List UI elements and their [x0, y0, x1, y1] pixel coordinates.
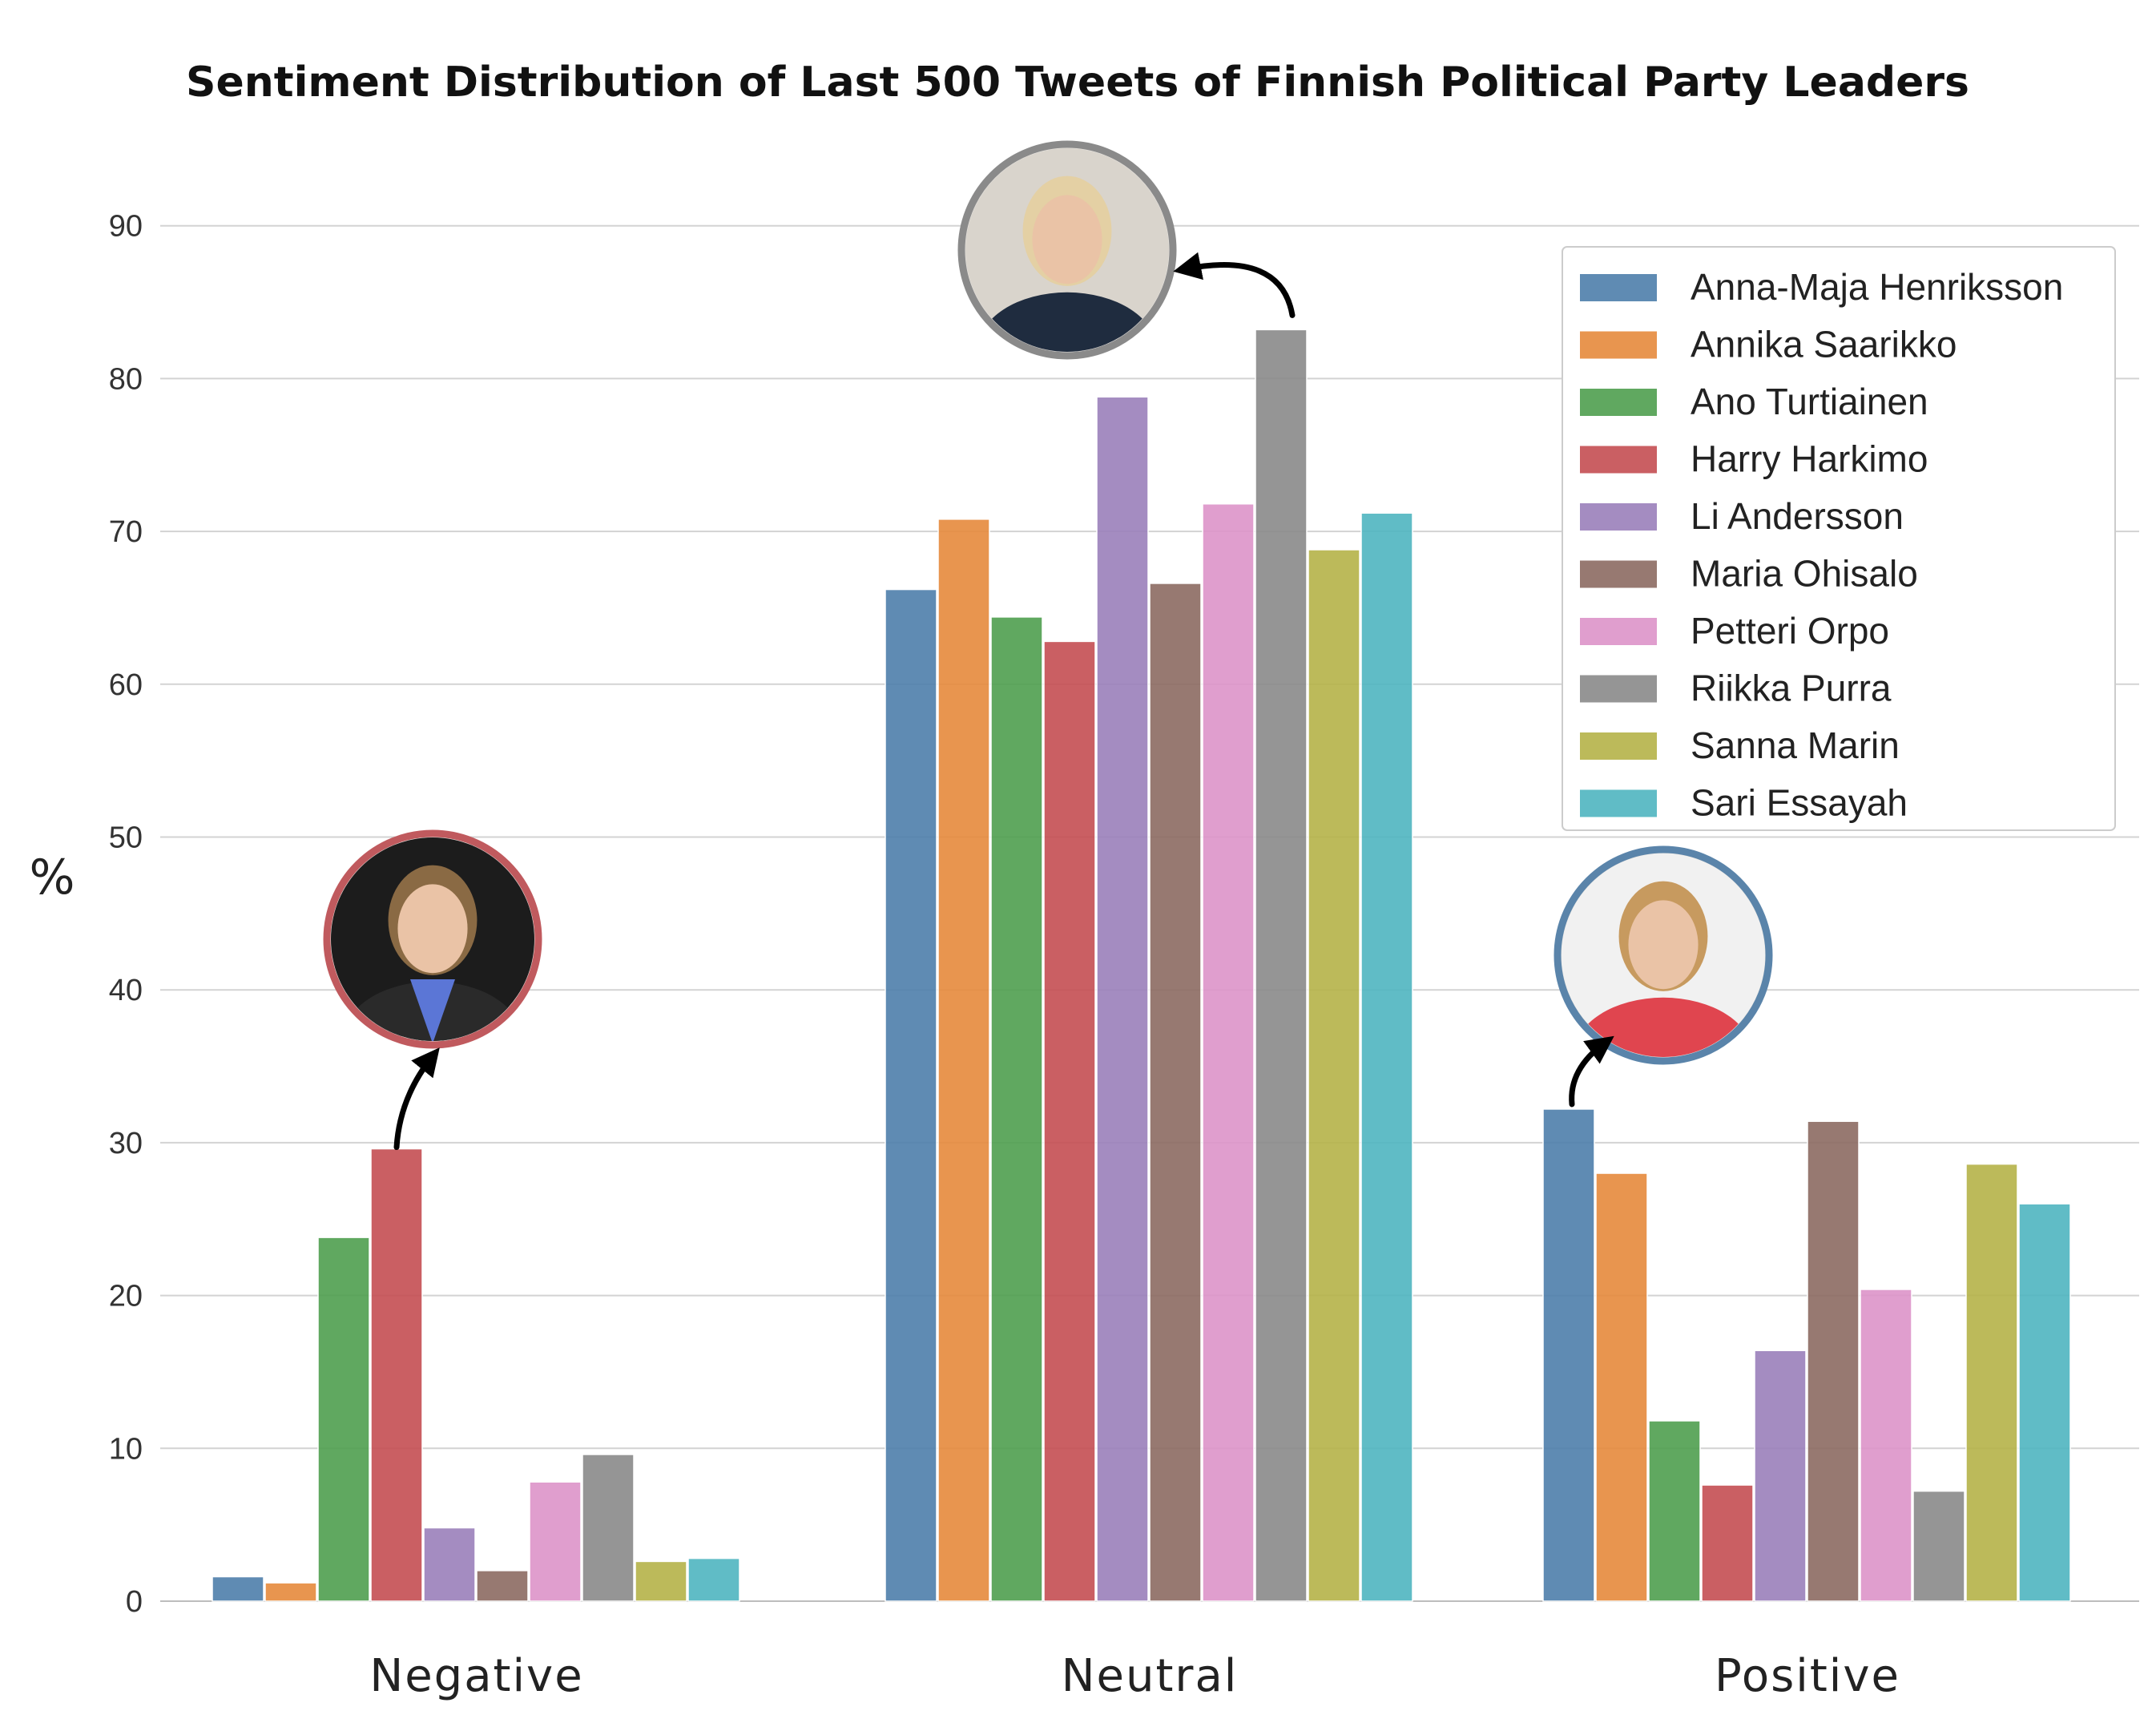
- legend-swatch: [1580, 446, 1657, 474]
- y-tick-label: 30: [109, 1127, 143, 1160]
- bar-neutral-6: [1149, 583, 1202, 1602]
- bar-negative-3: [317, 1237, 370, 1602]
- legend: Anna-Maja Henriksson Annika Saarikko Ano T…: [1562, 246, 2116, 831]
- legend-entry-label: Petteri Orpo: [1691, 610, 1889, 652]
- bars: [212, 329, 2071, 1602]
- legend-entry-label: Harry Harkimo: [1691, 438, 1928, 480]
- legend-swatch: [1580, 618, 1657, 645]
- legend-swatch: [1580, 503, 1657, 531]
- legend-swatch: [1580, 675, 1657, 703]
- legend-swatch: [1580, 331, 1657, 359]
- y-axis-label: %: [29, 849, 75, 906]
- bar-neutral-3: [990, 616, 1043, 1602]
- bar-positive-1: [1542, 1108, 1595, 1602]
- bar-neutral-5: [1096, 396, 1149, 1602]
- legend-entry-label: Annika Saarikko: [1691, 324, 1957, 365]
- bar-negative-5: [423, 1527, 476, 1602]
- person-photo-harry-harkimo: [323, 829, 542, 1049]
- y-tick-label: 50: [109, 821, 143, 855]
- bar-positive-10: [2018, 1203, 2071, 1602]
- annotation-arrow: [1173, 252, 1296, 318]
- legend-swatch: [1580, 560, 1657, 588]
- bar-negative-6: [476, 1570, 529, 1602]
- legend-frame: [1562, 246, 2116, 831]
- y-tick-label: 40: [109, 974, 143, 1007]
- x-tick-label-positive: Positive: [1715, 1650, 1900, 1702]
- bar-negative-8: [582, 1454, 635, 1602]
- legend-entry-label: Sari Essayah: [1691, 782, 1908, 824]
- bar-neutral-4: [1043, 640, 1096, 1602]
- legend-swatch: [1580, 274, 1657, 301]
- legend-entry-label: Maria Ohisalo: [1691, 553, 1918, 595]
- x-tick-label-negative: Negative: [369, 1650, 583, 1702]
- bar-neutral-1: [885, 588, 937, 1602]
- bar-negative-9: [635, 1560, 687, 1602]
- bar-neutral-8: [1255, 329, 1308, 1602]
- y-tick-label: 60: [109, 668, 143, 702]
- y-axis-ticks: 0 10 20 30 40 50 60 70 80 90: [109, 210, 143, 1619]
- y-tick-label: 80: [109, 362, 143, 396]
- legend-entry-label: Riikka Purra: [1691, 668, 1892, 709]
- y-tick-label: 90: [109, 210, 143, 244]
- bar-positive-8: [1912, 1490, 1965, 1602]
- bar-negative-4: [370, 1148, 423, 1602]
- chart-title: Sentiment Distribution of Last 500 Tweet…: [186, 59, 1969, 107]
- bar-positive-4: [1701, 1484, 1754, 1602]
- annotation-arrow: [1569, 1035, 1614, 1108]
- y-tick-label: 70: [109, 515, 143, 549]
- legend-entry-label: Sanna Marin: [1691, 724, 1900, 766]
- person-photo-riikka-purra: [957, 140, 1177, 360]
- legend-entry-label: Li Andersson: [1691, 495, 1904, 537]
- bar-positive-5: [1754, 1350, 1807, 1602]
- legend-swatch: [1580, 732, 1657, 760]
- legend-entry-label: Anna-Maja Henriksson: [1691, 266, 2063, 308]
- bar-neutral-9: [1308, 549, 1360, 1602]
- bar-neutral-2: [937, 518, 990, 1602]
- y-tick-label: 20: [109, 1280, 143, 1313]
- legend-entry-label: Ano Turtiainen: [1691, 381, 1928, 422]
- bar-negative-1: [212, 1576, 264, 1602]
- bar-positive-7: [1860, 1289, 1912, 1602]
- bar-positive-2: [1595, 1172, 1648, 1602]
- person-photo-anna-maja-henriksson: [1554, 845, 1773, 1065]
- bar-positive-9: [1965, 1163, 2018, 1602]
- bar-negative-2: [264, 1582, 317, 1602]
- y-tick-label: 0: [126, 1585, 143, 1619]
- x-tick-label-neutral: Neutral: [1062, 1650, 1239, 1702]
- y-tick-label: 10: [109, 1432, 143, 1466]
- legend-swatch: [1580, 389, 1657, 416]
- annotation-arrow: [393, 1047, 440, 1151]
- bar-positive-3: [1648, 1420, 1701, 1602]
- bar-neutral-7: [1202, 503, 1255, 1602]
- x-axis-ticks: Negative Neutral Positive: [369, 1650, 1900, 1702]
- legend-swatch: [1580, 789, 1657, 817]
- bar-positive-6: [1807, 1120, 1860, 1602]
- bar-negative-10: [687, 1557, 740, 1602]
- photo-annotations: [323, 140, 1773, 1151]
- bar-negative-7: [529, 1481, 582, 1602]
- bar-neutral-10: [1360, 512, 1413, 1602]
